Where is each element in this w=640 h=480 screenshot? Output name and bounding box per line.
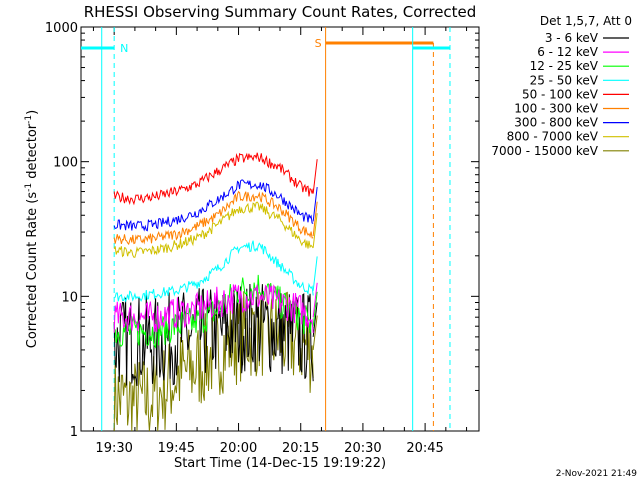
x-tick-label: 19:45 [158, 441, 195, 456]
axis-ticks: 19:30 19:45 20:00 20:15 20:30 20:45 1 10 100 1000 [45, 21, 479, 456]
x-tick-label: 20:30 [344, 441, 381, 456]
y-axis-label-sup1: -1 [24, 183, 34, 192]
footer-date: 2-Nov-2021 21:49 [556, 469, 638, 479]
x-tick-label: 20:00 [220, 441, 257, 456]
series-rise [312, 282, 318, 318]
series-rise [312, 213, 318, 248]
y-tick-label: 100 [53, 156, 78, 171]
series-rise [312, 186, 318, 222]
series-line [113, 152, 314, 206]
legend-label: 100 - 300 keV [514, 102, 598, 116]
night-label: N [120, 42, 128, 55]
legend-label: 3 - 6 keV [545, 31, 599, 45]
series-line [114, 240, 314, 303]
saa-label: S [315, 37, 322, 50]
y-axis-label: Corrected Count Rate (s-1 detector-1) [24, 110, 40, 348]
y-tick-label: 1 [70, 425, 78, 440]
legend-label: 25 - 50 keV [530, 73, 599, 87]
x-axis-label: Start Time (14-Dec-15 19:19:22) [174, 456, 386, 471]
y-axis-label-main: Corrected Count Rate (s [25, 192, 40, 349]
y-axis-label-mid: detector [25, 123, 40, 183]
legend-label: 800 - 7000 keV [507, 130, 599, 144]
series-line [113, 283, 314, 386]
legend-label: 7000 - 15000 keV [491, 144, 598, 158]
x-tick-label: 19:30 [95, 441, 132, 456]
x-tick-label: 20:15 [282, 441, 319, 456]
series-rise [312, 159, 318, 194]
chart-title: RHESSI Observing Summary Count Rates, Co… [84, 3, 477, 21]
y-tick-label: 1000 [45, 21, 78, 36]
series-rise [312, 256, 318, 291]
series-line [113, 284, 314, 334]
legend-label: 12 - 25 keV [530, 59, 599, 73]
legend-header: Det 1,5,7, Att 0 [540, 14, 632, 28]
y-axis-label-sup2: -1 [24, 115, 34, 124]
legend-label: 300 - 800 keV [514, 116, 598, 130]
legend-label: 6 - 12 keV [537, 45, 599, 59]
y-tick-label: 10 [61, 290, 78, 305]
legend-label: 50 - 100 keV [522, 87, 599, 101]
x-tick-label: 20:45 [406, 441, 443, 456]
series-rise [312, 201, 318, 237]
series-rise [312, 315, 318, 350]
series-group [113, 152, 318, 432]
series-line [113, 201, 314, 258]
series-rise [312, 291, 318, 327]
y-axis-label-end: ) [25, 110, 40, 115]
series-line [113, 274, 314, 350]
series-line [113, 179, 314, 232]
series-line [113, 190, 314, 246]
series-rise [312, 302, 318, 337]
